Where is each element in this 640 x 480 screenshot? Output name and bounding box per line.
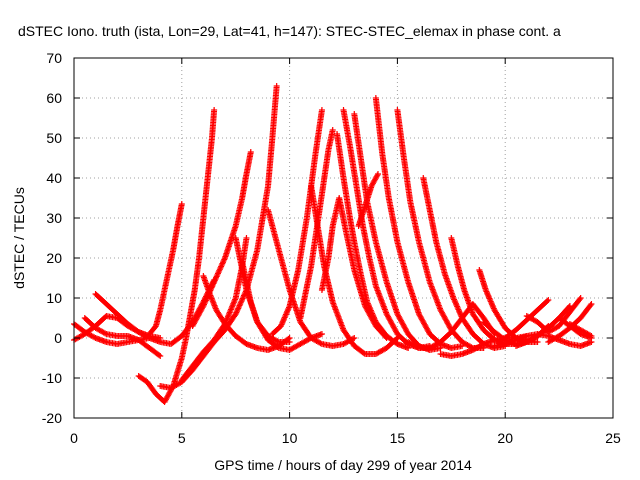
series-arc-6: [146, 201, 185, 337]
data-point: [588, 301, 595, 307]
data-point: [211, 107, 218, 113]
x-tick-label: 0: [70, 430, 78, 446]
data-point: [286, 339, 293, 345]
series-arc-21: [355, 171, 381, 229]
y-tick-label: -20: [42, 410, 62, 426]
y-tick-label: -10: [42, 370, 62, 386]
data-point: [374, 171, 381, 177]
chart-title: dSTEC Iono. truth (ista, Lon=29, Lat=41,…: [18, 23, 561, 39]
data-point: [360, 350, 367, 357]
y-tick-label: 50: [46, 130, 62, 146]
data-point: [273, 83, 280, 89]
data-point: [178, 201, 185, 207]
series-arc-5: [135, 107, 218, 405]
data-point: [577, 295, 584, 301]
y-tick-label: 0: [54, 330, 62, 346]
data-series: [71, 83, 595, 405]
y-tick-label: 40: [46, 170, 62, 186]
series-arc-25: [420, 175, 509, 351]
data-point: [479, 341, 486, 348]
series-arc-3: [81, 315, 164, 359]
series-arc-12: [239, 259, 293, 345]
tick-labels: 0 5 10 15 20 25 -20 -10 0 10 20 30 40 50 60 70: [42, 50, 621, 446]
y-tick-label: 60: [46, 90, 62, 106]
y-tick-label: 10: [46, 290, 62, 306]
y-axis-label: dSTEC / TECUs: [11, 187, 27, 289]
x-tick-label: 10: [282, 430, 298, 446]
plot-frame: [73, 57, 614, 419]
series-arc-18: [334, 131, 412, 351]
series-arc-23: [394, 107, 487, 351]
data-point: [247, 149, 254, 155]
x-tick-label: 5: [178, 430, 186, 446]
data-point: [329, 127, 336, 133]
data-point: [374, 172, 381, 179]
data-point: [91, 334, 98, 341]
data-point: [414, 344, 421, 351]
y-tick-label: 30: [46, 210, 62, 226]
data-point: [317, 340, 324, 347]
data-point: [587, 332, 594, 339]
y-tick-label: 20: [46, 250, 62, 266]
x-tick-label: 25: [605, 430, 621, 446]
series-arc-17: [318, 195, 390, 341]
y-tick-label: 70: [46, 50, 62, 66]
data-point: [351, 335, 358, 341]
x-axis-label: GPS time / hours of day 299 of year 2014: [214, 457, 472, 473]
data-point: [318, 331, 325, 337]
data-point: [156, 352, 163, 359]
data-point: [576, 296, 583, 303]
data-point: [145, 334, 152, 341]
series-arc-36: [566, 321, 595, 339]
x-tick-label: 15: [390, 430, 406, 446]
data-point: [544, 298, 551, 304]
data-point: [157, 353, 164, 359]
series-arc-33: [523, 295, 584, 335]
data-point: [545, 297, 552, 303]
data-point: [243, 235, 250, 241]
data-point: [101, 330, 108, 337]
data-point: [588, 333, 595, 339]
data-point: [534, 339, 541, 345]
data-point: [274, 338, 281, 345]
series-arc-4: [92, 277, 218, 347]
series-arc-7: [157, 83, 280, 391]
data-point: [587, 302, 594, 309]
data-point: [318, 107, 325, 113]
x-tick-label: 20: [497, 430, 513, 446]
data-point: [199, 304, 206, 311]
data-point: [274, 344, 281, 351]
